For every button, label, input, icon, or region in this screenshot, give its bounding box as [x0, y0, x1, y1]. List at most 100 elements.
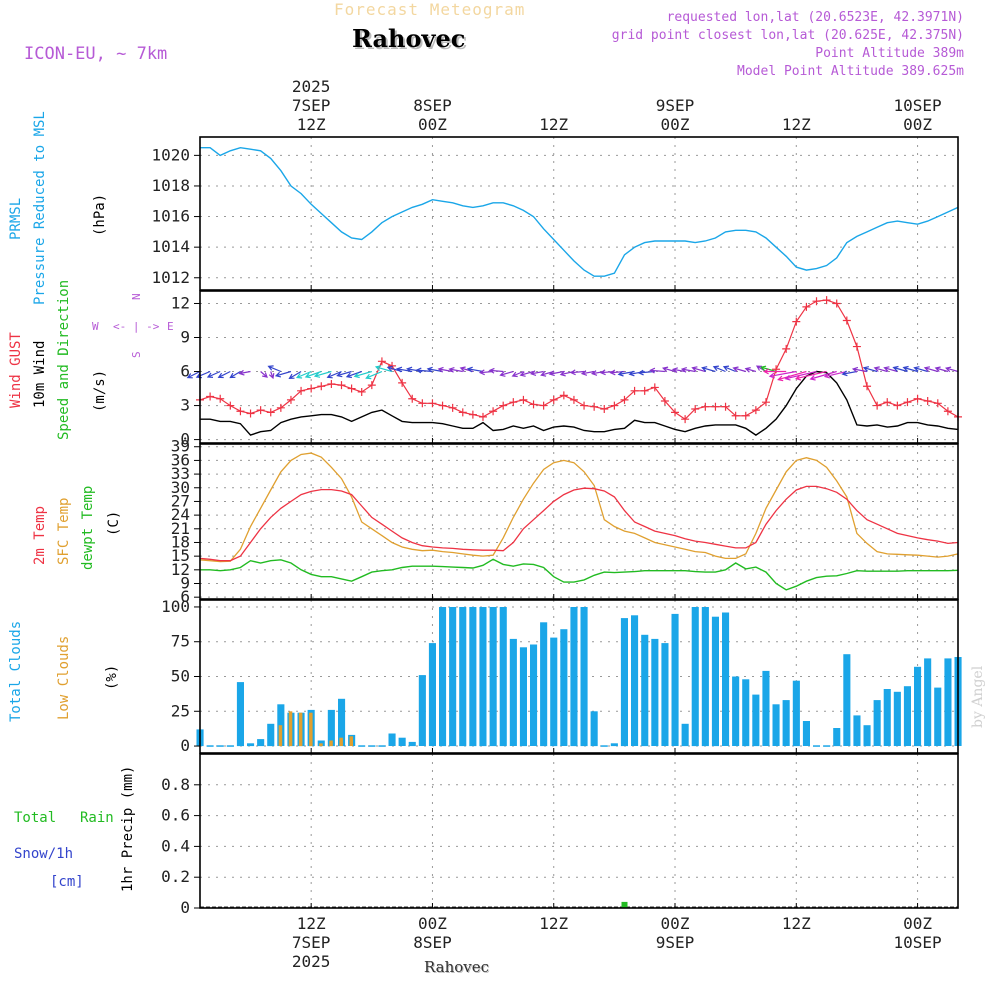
wind-direction-arrow: [862, 366, 878, 373]
gust-marker: [529, 400, 538, 409]
wind-direction-arrow: [883, 366, 898, 373]
wind-direction-arrow: [260, 371, 268, 378]
ytick-label: 0.6: [161, 806, 190, 825]
gust-marker: [842, 316, 851, 325]
wind-direction-arrow: [313, 370, 332, 378]
gust-marker: [933, 399, 942, 408]
total-cloud-bar: [711, 616, 719, 747]
ytick-label: 0.8: [161, 775, 190, 794]
wind-direction-arrow: [841, 370, 858, 377]
total-cloud-bar: [924, 658, 932, 746]
time-label-top: 2025: [292, 77, 331, 96]
gust-marker: [782, 344, 791, 353]
wind-direction-arrow: [186, 370, 201, 379]
ytick-label: 39: [171, 437, 190, 456]
ytick-label: 1016: [151, 207, 190, 226]
gust-marker: [246, 409, 255, 418]
wind-direction-arrow: [913, 366, 928, 373]
total-cloud-bar: [610, 743, 618, 747]
total-cloud-bar: [530, 644, 538, 746]
wind-direction-arrow: [649, 367, 665, 374]
temp-sfc-label: SFC Temp: [56, 497, 72, 565]
wind-direction-arrow: [794, 370, 827, 381]
wind-direction-arrow: [206, 370, 221, 378]
gust-marker: [691, 404, 700, 413]
gust-marker: [559, 391, 568, 400]
ytick-label: 6: [180, 587, 190, 606]
total-cloud-bar: [550, 637, 558, 747]
gust-marker: [580, 401, 589, 410]
total-cloud-bar: [267, 723, 275, 747]
total-cloud-bar: [519, 647, 527, 747]
wind-direction-arrow: [701, 366, 716, 373]
wind-direction-arrow: [768, 370, 797, 379]
gust-marker: [863, 382, 872, 391]
gust-marker: [802, 302, 811, 311]
grid-point-coords: grid point closest lon,lat (20.625E, 42.…: [611, 28, 964, 43]
total-cloud-bar: [418, 675, 426, 746]
gust-marker: [266, 408, 275, 417]
gust-marker: [448, 403, 457, 412]
total-cloud-bar: [408, 741, 416, 747]
total-cloud-bar: [732, 676, 740, 746]
low-cloud-bar: [288, 711, 293, 747]
gust-marker: [377, 357, 386, 366]
gust-marker: [711, 402, 720, 411]
low-cloud-bar: [349, 736, 353, 746]
total-cloud-bar: [277, 704, 285, 746]
compass-w: W: [92, 320, 99, 333]
requested-coords: requested lon,lat (20.6523E, 42.3971N): [666, 10, 964, 25]
wind-direction-arrow: [628, 370, 645, 377]
low-cloud-bar: [339, 737, 343, 746]
gust-marker: [590, 402, 599, 411]
total-cloud-bar: [914, 666, 922, 747]
ytick-label: 50: [171, 667, 190, 686]
low-cloud-bar: [329, 740, 333, 747]
wind-direction-arrow: [661, 366, 676, 373]
ytick-label: 0: [180, 898, 190, 917]
gust-marker: [873, 401, 882, 410]
ytick-label: 75: [171, 632, 190, 651]
gust-marker: [307, 384, 316, 393]
precip-snow-label: Snow/1h: [14, 846, 74, 862]
time-label-bottom: 7SEP: [292, 933, 331, 952]
wind-direction-arrow: [511, 370, 524, 378]
data-layer: [186, 146, 962, 908]
wind-speed-line: [200, 370, 959, 436]
grid-layer: [200, 137, 958, 909]
gust-marker: [428, 399, 437, 408]
gust-marker: [276, 403, 285, 412]
wind-direction-arrow: [944, 366, 959, 373]
time-label-bottom: 10SEP: [893, 933, 941, 952]
gust-marker: [640, 386, 649, 395]
total-cloud-bar: [338, 698, 346, 747]
wind-direction-arrow: [809, 370, 837, 381]
time-label-bottom: 2025: [292, 952, 331, 971]
wind-direction-arrow: [680, 367, 696, 373]
wind-direction-arrow: [784, 370, 817, 381]
wind-direction-arrow: [304, 370, 322, 379]
ytick-label: 12: [171, 560, 190, 579]
gust-marker: [256, 406, 265, 415]
ytick-label: 18: [171, 532, 190, 551]
gust-marker: [701, 402, 710, 411]
sfc-temp-line: [199, 452, 959, 563]
wind-direction-arrow: [671, 367, 686, 373]
wind-direction-arrow: [274, 370, 292, 378]
total-cloud-bar: [540, 622, 548, 747]
time-label-bottom: 9SEP: [656, 933, 695, 952]
time-label-bottom: 00Z: [418, 914, 447, 933]
wind-direction-arrow: [934, 366, 949, 373]
wind-direction-arrow: [295, 370, 312, 379]
wind-direction-arrow: [229, 370, 241, 379]
ytick-label: 0.4: [161, 836, 190, 855]
gust-marker: [903, 398, 912, 407]
wind-direction-arrow: [732, 366, 746, 373]
ytick-label: 100: [161, 597, 190, 616]
wind-direction-arrow: [923, 366, 938, 373]
time-label-top: 12Z: [539, 115, 568, 134]
total-cloud-bar: [327, 709, 335, 747]
total-cloud-bar: [893, 691, 901, 746]
time-label-top: 7SEP: [292, 96, 331, 115]
